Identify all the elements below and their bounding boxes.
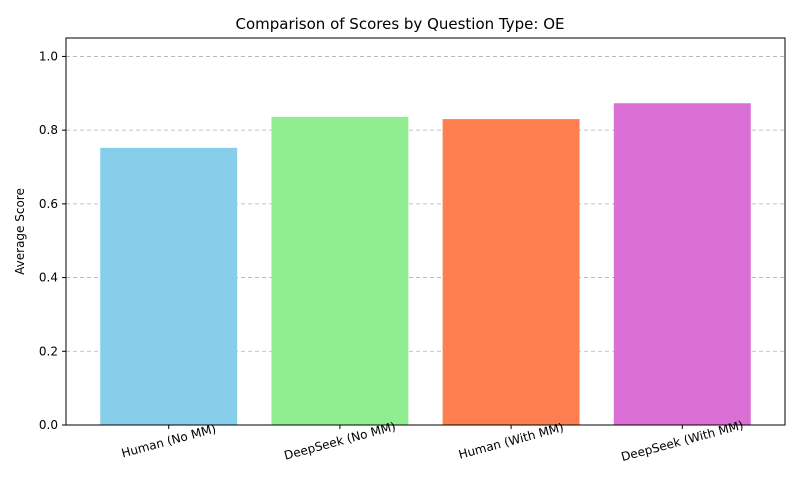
bar [271, 116, 409, 426]
plot-frame [65, 37, 786, 426]
bar [442, 119, 580, 425]
y-axis-label: Average Score [13, 188, 27, 275]
y-tick-label: 0.6 [39, 197, 58, 211]
bars [100, 103, 751, 426]
y-tick-label: 0.8 [39, 123, 58, 137]
y-axis-ticks: 0.0 0.2 0.4 0.6 0.8 1.0 [39, 49, 66, 432]
y-tick-label: 0.4 [39, 271, 58, 285]
bar [100, 147, 238, 425]
y-tick-label: 1.0 [39, 49, 58, 63]
bar [613, 103, 751, 425]
y-tick-label: 0.0 [39, 418, 58, 432]
chart-title: Comparison of Scores by Question Type: O… [236, 15, 565, 33]
y-tick-label: 0.2 [39, 344, 58, 358]
